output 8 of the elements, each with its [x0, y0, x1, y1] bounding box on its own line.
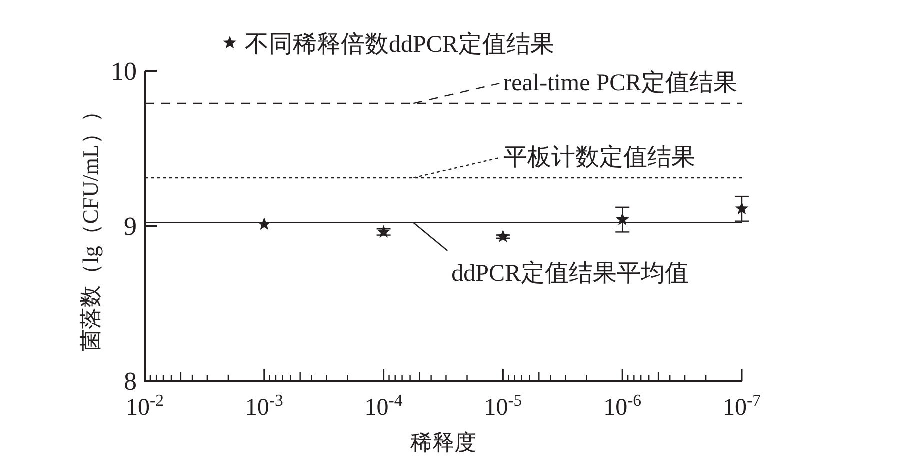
x-axis-title: 稀释度: [410, 430, 476, 455]
point: [496, 230, 510, 243]
point: [616, 212, 630, 226]
point: [377, 225, 390, 238]
point: [735, 202, 749, 215]
legend: 不同稀释倍数ddPCR定值结果: [223, 32, 554, 58]
y-axis-title: 菌落数（lg（CFU/mL））: [78, 100, 103, 352]
point: [258, 217, 272, 230]
